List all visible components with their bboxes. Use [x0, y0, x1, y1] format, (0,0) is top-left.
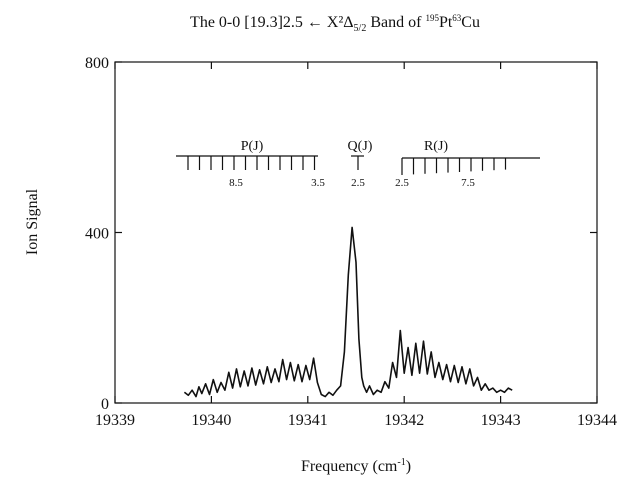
r-branch-label: R(J): [424, 139, 448, 154]
x-tick-label-19339: 19339: [95, 412, 135, 429]
q-branch-label: Q(J): [348, 139, 373, 154]
x-tick-label-19343: 19343: [481, 412, 521, 429]
chart-title: The 0-0 [19.3]2.5 ← X²Δ5/2 Band of 195Pt…: [190, 13, 480, 34]
plot-frame: [114, 61, 598, 404]
q-branch-assignment: Q(J) 2.5: [348, 139, 373, 189]
y-tick-label-0: 0: [101, 396, 109, 413]
x-tick-label-19341: 19341: [288, 412, 328, 429]
p-branch-label: P(J): [241, 139, 264, 154]
p-branch-tick-label-8-5: 8.5: [229, 177, 243, 189]
x-tick-label-19340: 19340: [191, 412, 231, 429]
y-tick-label-400: 400: [85, 226, 109, 243]
x-axis-label: Frequency (cm-1): [301, 457, 411, 475]
r-branch-assignment: R(J) 2.5 7.5: [395, 139, 540, 189]
r-branch-tick-label-2-5: 2.5: [395, 177, 409, 189]
p-branch-assignment: P(J) 8.5 3.5: [176, 139, 325, 189]
y-tick-label-800: 800: [85, 55, 109, 72]
y-axis-label: Ion Signal: [24, 188, 41, 255]
axis-tick-labels: 19339 19340 19341 19342 19343 19344 0 400 800: [85, 55, 617, 429]
r-branch-tick-label-7-5: 7.5: [461, 177, 475, 189]
x-tick-label-19344: 19344: [577, 412, 617, 429]
axis-ticks: [114, 61, 598, 404]
x-tick-label-19342: 19342: [384, 412, 424, 429]
p-branch-tick-label-3-5: 3.5: [311, 177, 325, 189]
spectrum-line: [183, 226, 513, 398]
q-branch-tick-label-2-5: 2.5: [351, 177, 365, 189]
